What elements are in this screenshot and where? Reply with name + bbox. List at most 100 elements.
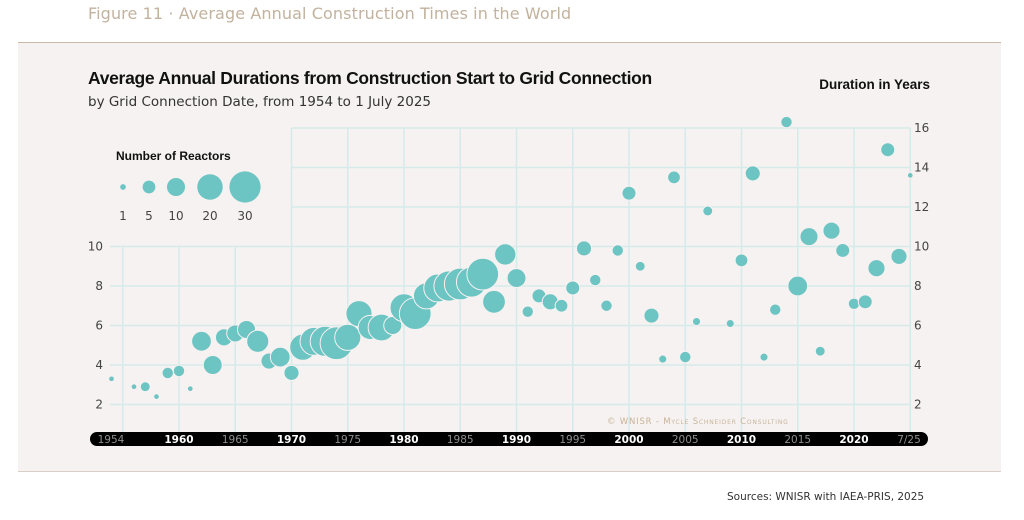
bubble-1997	[589, 273, 602, 287]
y-tick-right-14: 14	[914, 161, 929, 175]
legend-title: Number of Reactors	[116, 149, 231, 163]
x-tick-2010: 2010	[727, 434, 756, 446]
bubble-1990	[506, 268, 527, 289]
bubble-1960	[172, 364, 186, 378]
bubble-2014	[780, 115, 793, 129]
bubble-1970	[283, 364, 300, 381]
x-axis-bar	[90, 432, 928, 446]
chart-subtitle: by Grid Connection Date, from 1954 to 1 …	[88, 94, 432, 110]
bubble-1975	[334, 323, 362, 351]
bubble-1967	[246, 329, 270, 353]
bubble-2025	[906, 172, 914, 179]
x-tick-1960: 1960	[164, 434, 193, 446]
y-tick-left-4: 4	[95, 358, 103, 372]
bubble-1961	[186, 385, 194, 393]
y-tick-right-2: 2	[914, 398, 922, 412]
bubble-2024	[890, 247, 908, 265]
bubble-2012	[759, 352, 769, 362]
y-tick-right-12: 12	[914, 200, 929, 214]
sources-note: Sources: WNISR with IAEA-PRIS, 2025	[727, 491, 925, 503]
x-tick-1975: 1975	[334, 434, 361, 446]
bubble-2011	[744, 165, 761, 182]
bubble-2006	[691, 317, 702, 327]
bubble-2018	[822, 221, 841, 240]
bubble-1959	[161, 366, 174, 380]
copyright-note: © WNISR - Mycle Schneider Consulting	[607, 417, 789, 427]
bubble-2021	[857, 294, 873, 310]
y-tick-right-6: 6	[914, 319, 922, 333]
bubble-2000	[621, 185, 637, 201]
x-tick-2020: 2020	[839, 434, 868, 446]
legend-label-30: 30	[237, 209, 252, 223]
bubble-2003	[658, 354, 668, 364]
x-tick-2000: 2000	[614, 434, 643, 446]
bubble-2009	[725, 318, 735, 329]
bubble-2015	[787, 275, 809, 297]
y-tick-left-2: 2	[95, 398, 103, 412]
bubble-1987	[466, 257, 500, 291]
y-axis-left: 2 4 6 8 10	[88, 240, 103, 412]
bubble-2022	[867, 259, 886, 278]
x-tick-1970: 1970	[277, 434, 306, 446]
bubble-1999	[611, 244, 624, 257]
legend-bubble-5	[142, 180, 156, 194]
x-tick-1980: 1980	[389, 434, 418, 446]
x-tick-1954: 1954	[98, 434, 125, 446]
bubble-2007	[702, 205, 714, 217]
bubble-1994	[554, 298, 569, 313]
y-tick-right-4: 4	[914, 358, 922, 372]
legend-bubble-10	[166, 177, 186, 197]
legend-label-20: 20	[202, 209, 217, 223]
legend-bubble-1	[120, 184, 126, 190]
bubble-1998	[600, 299, 613, 312]
bubble-1995	[565, 280, 581, 296]
bubble-1989	[494, 243, 517, 266]
bubble-1956	[130, 383, 138, 391]
grid	[110, 127, 911, 432]
bubble-1991	[521, 305, 534, 318]
legend-label-1: 1	[119, 209, 127, 223]
legend-label-10: 10	[168, 209, 183, 223]
y-tick-right-10: 10	[914, 240, 929, 254]
bubbles	[108, 115, 914, 400]
chart-title: Average Annual Durations from Constructi…	[88, 68, 652, 88]
bubble-1963	[202, 355, 223, 375]
x-tick-1990: 1990	[502, 434, 531, 446]
y-tick-left-6: 6	[95, 319, 103, 333]
y-tick-left-8: 8	[95, 279, 103, 293]
bubble-2020	[847, 297, 861, 310]
bubble-2005	[679, 350, 692, 364]
bubble-2023	[880, 142, 896, 158]
x-tick-1985: 1985	[447, 434, 474, 446]
y-axis-label: Duration in Years	[819, 77, 930, 92]
figure-title: Figure 11 · Average Annual Construction …	[88, 4, 572, 23]
bubble-2013	[769, 303, 782, 316]
bubble-2001	[634, 260, 646, 272]
x-tick-1995: 1995	[559, 434, 586, 446]
y-axis-right: 2 4 6 8 10 12 14 16	[914, 121, 929, 412]
bubble-2017	[814, 345, 826, 357]
bubble-1996	[575, 240, 593, 257]
bubble-1954	[108, 375, 115, 383]
bubble-2016	[799, 227, 819, 247]
x-tick-7/25: 7/25	[897, 434, 921, 446]
bubble-1962	[191, 330, 212, 352]
y-tick-right-8: 8	[914, 279, 922, 293]
bubble-2010	[734, 253, 749, 268]
legend-bubble-20	[197, 174, 223, 200]
x-axis: 1954 1960 1965 1970 1975 1980 1985 1990 1995 2000…	[90, 432, 928, 446]
y-tick-right-16: 16	[914, 121, 929, 135]
y-tick-left-10: 10	[88, 240, 103, 254]
bubble-1969	[269, 346, 291, 368]
bubble-2004	[667, 170, 681, 185]
bubble-1957	[139, 381, 151, 393]
x-tick-2015: 2015	[784, 434, 811, 446]
x-tick-2005: 2005	[672, 434, 699, 446]
x-tick-1965: 1965	[222, 434, 249, 446]
bubble-1988	[482, 289, 506, 314]
legend-bubbles: 1 5 10 20 30	[119, 171, 261, 223]
bubble-2019	[835, 242, 851, 258]
bubble-2002	[643, 307, 660, 324]
bubble-1958	[153, 393, 160, 400]
